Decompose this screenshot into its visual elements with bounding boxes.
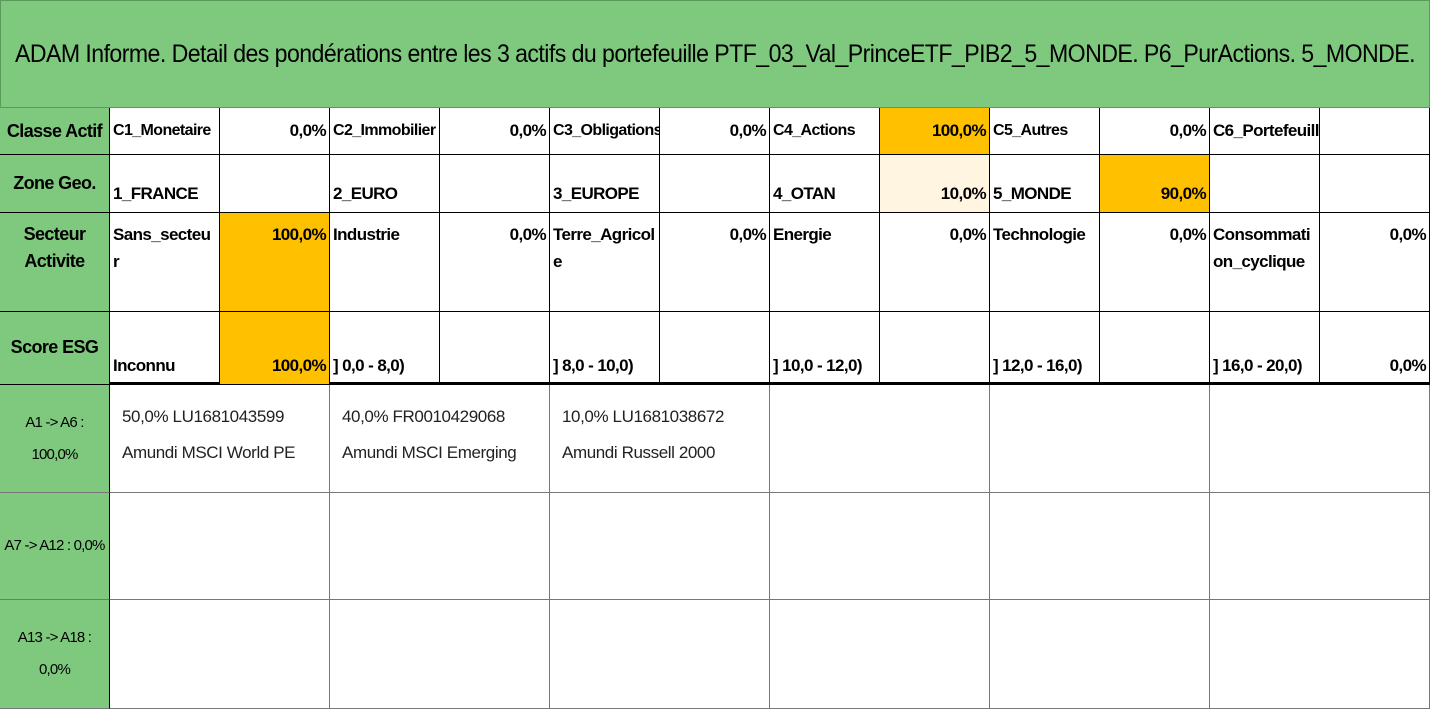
asset-cell-empty xyxy=(770,600,990,709)
group-header-line: A7 -> A12 : 0,0% xyxy=(4,537,105,554)
asset-cell-empty xyxy=(330,600,550,709)
cell-value xyxy=(1320,108,1430,155)
cell-label: ] 12,0 - 16,0) xyxy=(990,312,1100,385)
asset-cell-empty xyxy=(990,493,1210,600)
cell-value-highlight: 100,0% xyxy=(220,312,330,385)
row-header-zone-geo: Zone Geo. xyxy=(0,155,110,213)
asset-cell-empty xyxy=(1210,493,1430,600)
cell-value: 0,0% xyxy=(440,213,550,312)
cell-value-highlight: 100,0% xyxy=(220,213,330,312)
assets-table: A1 -> A6 : 100,0% 50,0% LU1681043599 Amu… xyxy=(0,385,1430,719)
asset-cell-empty xyxy=(550,493,770,600)
cell-value xyxy=(1100,312,1210,385)
group-header-a1-a6: A1 -> A6 : 100,0% xyxy=(0,385,110,493)
group-header-a13-a18: A13 -> A18 : 0,0% xyxy=(0,600,110,709)
cell-value-highlight: 90,0% xyxy=(1100,155,1210,213)
cell-value: 0,0% xyxy=(220,108,330,155)
asset-cell-empty xyxy=(990,385,1210,493)
asset-weight-isin: 50,0% LU1681043599 xyxy=(122,407,285,426)
cell-label: Inconnu xyxy=(110,312,220,385)
asset-cell: 10,0% LU1681038672 Amundi Russell 2000 xyxy=(550,385,770,493)
cell-label: C5_Autres xyxy=(990,108,1100,155)
cell-label: ] 8,0 - 10,0) xyxy=(550,312,660,385)
cell-value: 0,0% xyxy=(880,213,990,312)
asset-cell-empty xyxy=(330,493,550,600)
asset-cell-empty xyxy=(110,493,330,600)
cell-value-highlight: 100,0% xyxy=(880,108,990,155)
cell-label: 4_OTAN xyxy=(770,155,880,213)
cell-label: ] 16,0 - 20,0) xyxy=(1210,312,1320,385)
asset-cell-empty xyxy=(770,493,990,600)
cell-value xyxy=(1320,155,1430,213)
cell-label xyxy=(1210,155,1320,213)
cell-label: C2_Immobilier xyxy=(330,108,440,155)
group-header-line: A1 -> A6 : xyxy=(25,413,84,431)
cell-label: ] 0,0 - 8,0) xyxy=(330,312,440,385)
group-header-a7-a12: A7 -> A12 : 0,0% xyxy=(0,493,110,600)
cell-value xyxy=(880,312,990,385)
cell-value xyxy=(660,312,770,385)
asset-name: Amundi MSCI Emerging xyxy=(342,443,517,462)
cell-value xyxy=(220,155,330,213)
cell-value xyxy=(440,312,550,385)
cell-label: 2_EURO xyxy=(330,155,440,213)
asset-cell-empty xyxy=(1210,600,1430,709)
cell-label: C4_Actions xyxy=(770,108,880,155)
summary-table: Classe Actif C1_Monetaire 0,0% C2_Immobi… xyxy=(0,108,1430,385)
cell-value xyxy=(440,155,550,213)
cell-label: ] 10,0 - 12,0) xyxy=(770,312,880,385)
cell-value xyxy=(660,155,770,213)
cell-value: 0,0% xyxy=(1100,108,1210,155)
asset-cell: 40,0% FR0010429068 Amundi MSCI Emerging xyxy=(330,385,550,493)
group-header-line: 100,0% xyxy=(31,445,78,463)
cell-label: Terre_Agricole xyxy=(550,213,660,312)
row-header-classe-actif: Classe Actif xyxy=(0,108,110,155)
asset-name: Amundi Russell 2000 xyxy=(562,443,716,462)
cell-value-highlight: 10,0% xyxy=(880,155,990,213)
asset-weight-isin: 10,0% LU1681038672 xyxy=(562,407,725,426)
page-title: ADAM Informe. Detail des pondérations en… xyxy=(0,0,1430,108)
cell-label: Industrie xyxy=(330,213,440,312)
cell-label: Technologie xyxy=(990,213,1100,312)
cell-value: 0,0% xyxy=(1320,213,1430,312)
asset-cell-empty xyxy=(110,600,330,709)
cell-value: 0,0% xyxy=(440,108,550,155)
cell-label: C1_Monetaire xyxy=(110,108,220,155)
group-header-line: 0,0% xyxy=(39,661,71,678)
asset-cell-empty xyxy=(550,600,770,709)
asset-cell: 50,0% LU1681043599 Amundi MSCI World PE xyxy=(110,385,330,493)
cell-label: Consommation_cyclique xyxy=(1210,213,1320,312)
group-header-line: A13 -> A18 : xyxy=(17,629,92,646)
cell-label: Sans_secteur xyxy=(110,213,220,312)
cell-label: 3_EUROPE xyxy=(550,155,660,213)
cell-label: Energie xyxy=(770,213,880,312)
asset-cell-empty xyxy=(990,600,1210,709)
cell-value: 0,0% xyxy=(660,108,770,155)
row-header-score-esg: Score ESG xyxy=(0,312,110,385)
asset-name: Amundi MSCI World PE xyxy=(122,443,296,462)
asset-cell-empty xyxy=(1210,385,1430,493)
cell-value: 0,0% xyxy=(1320,312,1430,385)
cell-value: 0,0% xyxy=(1100,213,1210,312)
cell-label: C6_Portefeuill xyxy=(1210,108,1320,155)
cell-label: 1_FRANCE xyxy=(110,155,220,213)
asset-weight-isin: 40,0% FR0010429068 xyxy=(342,407,505,426)
cell-value: 0,0% xyxy=(660,213,770,312)
cell-label: C3_Obligations xyxy=(550,108,660,155)
asset-cell-empty xyxy=(770,385,990,493)
cell-label: 5_MONDE xyxy=(990,155,1100,213)
row-header-secteur: Secteur Activite xyxy=(0,213,110,312)
